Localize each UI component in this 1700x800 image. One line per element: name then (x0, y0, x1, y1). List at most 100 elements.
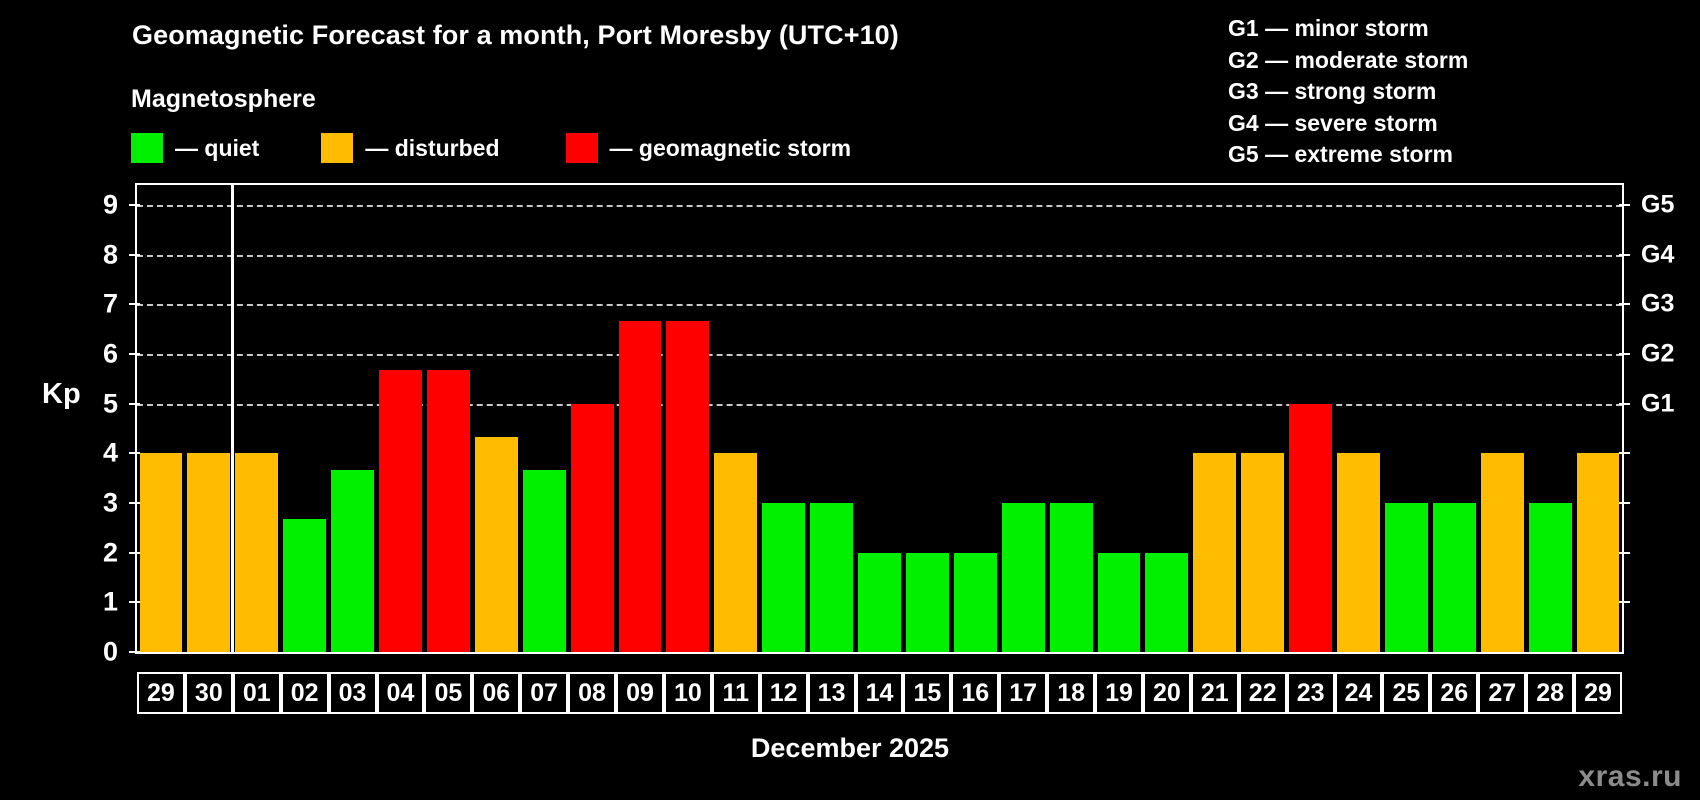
date-label-20-21[interactable]: 20 (1142, 672, 1191, 714)
date-label-06-7[interactable]: 06 (472, 672, 521, 714)
date-label-04-5[interactable]: 04 (376, 672, 425, 714)
date-label-09-10[interactable]: 09 (616, 672, 664, 714)
bar-day-07[interactable] (522, 469, 566, 652)
bar-day-03[interactable] (331, 469, 374, 652)
watermark: xras.ru (1578, 760, 1682, 793)
y-tick-label-4: 4 (102, 437, 118, 468)
bar-day-24[interactable] (1337, 453, 1380, 652)
color-legend: — quiet — disturbed — geomagnetic storm (131, 131, 851, 165)
g-legend-row-3: G3 — strong storm (1228, 78, 1437, 104)
bar-day-01[interactable] (235, 453, 279, 652)
date-label-18-19[interactable]: 18 (1047, 672, 1096, 714)
date-label-05-6[interactable]: 05 (424, 672, 473, 714)
y-tick-mark-1 (129, 601, 140, 604)
date-label-01-2[interactable]: 01 (232, 672, 281, 714)
bar-day-29[interactable] (1576, 453, 1620, 652)
bar-day-16[interactable] (953, 552, 997, 652)
date-label-29-30[interactable]: 29 (1574, 672, 1622, 714)
date-label-11-12[interactable]: 11 (711, 672, 760, 714)
bar-day-15[interactable] (905, 552, 949, 652)
gridline-kp-5 (137, 403, 1622, 406)
bar-day-08[interactable] (570, 403, 614, 652)
legend-entry-geomagneticstorm: — geomagnetic storm (565, 133, 851, 163)
date-label-15-16[interactable]: 15 (903, 672, 952, 714)
bar-day-29[interactable] (139, 453, 183, 652)
y-tick-label-2: 2 (102, 537, 118, 568)
date-label-25-26[interactable]: 25 (1382, 672, 1431, 714)
date-label-28-29[interactable]: 28 (1526, 672, 1575, 714)
bar-day-21[interactable] (1193, 453, 1237, 652)
y-tick-label-3: 3 (102, 487, 118, 518)
g-tick-label-G5: G5 (1641, 190, 1675, 219)
bar-day-19[interactable] (1097, 552, 1141, 652)
date-label-16-17[interactable]: 16 (951, 672, 1000, 714)
bar-day-02[interactable] (283, 519, 327, 652)
g-scale-legend: G1 — minor storm G2 — moderate storm G3 — … (1228, 13, 1468, 171)
legend-entry-disturbed: — disturbed (321, 133, 500, 163)
date-label-03-4[interactable]: 03 (328, 672, 377, 714)
date-label-19-20[interactable]: 19 (1095, 672, 1143, 714)
x-axis-label: December 2025 (750, 733, 950, 763)
y-tick-mark-9 (129, 203, 140, 206)
date-label-21-22[interactable]: 21 (1190, 672, 1239, 714)
bar-day-04[interactable] (379, 370, 422, 652)
bar-series (137, 185, 1622, 652)
date-label-08-9[interactable]: 08 (568, 672, 617, 714)
date-label-07-8[interactable]: 07 (520, 672, 569, 714)
bar-day-27[interactable] (1480, 453, 1524, 652)
date-label-17-18[interactable]: 17 (999, 672, 1048, 714)
date-label-02-3[interactable]: 02 (280, 672, 329, 714)
y-tick-mark-3 (129, 501, 140, 504)
y-tick-mark-7 (129, 303, 140, 306)
date-label-13-14[interactable]: 13 (807, 672, 856, 714)
disturbed-swatch (321, 133, 354, 163)
plot-area (135, 183, 1624, 654)
bar-day-05[interactable] (426, 370, 470, 652)
legend-entry-quiet: — quiet (131, 133, 259, 163)
g-tick-mark-kp-3 (1619, 501, 1630, 504)
g-legend-row-1: G1 — minor storm (1228, 15, 1429, 41)
bar-day-22[interactable] (1241, 453, 1285, 652)
g-legend-row-2: G2 — moderate storm (1228, 46, 1469, 73)
y-tick-mark-5 (129, 402, 140, 405)
date-label-14-15[interactable]: 14 (855, 672, 904, 714)
date-label-29-0[interactable]: 29 (137, 672, 185, 714)
g-tick-mark-G4 (1619, 253, 1630, 256)
bar-day-09[interactable] (618, 320, 662, 652)
y-tick-label-8: 8 (102, 239, 118, 270)
y-tick-label-5: 5 (102, 388, 118, 419)
bar-day-10[interactable] (666, 320, 710, 652)
date-label-24-25[interactable]: 24 (1334, 672, 1383, 714)
plot-inner (137, 185, 1622, 652)
bar-day-06[interactable] (474, 436, 518, 652)
date-label-30-1[interactable]: 30 (184, 672, 233, 714)
y-tick-mark-0 (129, 651, 140, 653)
gridline-kp-7 (137, 304, 1622, 307)
bar-day-13[interactable] (810, 502, 854, 652)
g-tick-mark-G5 (1619, 203, 1630, 206)
g-tick-label-G2: G2 (1641, 339, 1675, 368)
bar-day-28[interactable] (1528, 502, 1572, 652)
y-tick-mark-8 (129, 253, 140, 256)
bar-day-14[interactable] (858, 552, 901, 652)
date-label-22-23[interactable]: 22 (1238, 672, 1287, 714)
y-tick-label-9: 9 (102, 189, 118, 220)
bar-day-23[interactable] (1289, 403, 1333, 652)
bar-day-12[interactable] (762, 502, 806, 652)
date-label-12-13[interactable]: 12 (759, 672, 808, 714)
bar-day-11[interactable] (714, 453, 758, 652)
date-label-10-11[interactable]: 10 (663, 672, 712, 714)
y-tick-mark-4 (129, 452, 140, 455)
bar-day-18[interactable] (1049, 502, 1093, 652)
bar-day-25[interactable] (1384, 502, 1428, 652)
bar-day-20[interactable] (1145, 552, 1189, 652)
bar-day-26[interactable] (1432, 502, 1476, 652)
date-label-26-27[interactable]: 26 (1430, 672, 1479, 714)
date-label-23-24[interactable]: 23 (1286, 672, 1335, 714)
bar-day-17[interactable] (1001, 502, 1045, 652)
legend-label: — disturbed (365, 134, 500, 161)
gridline-kp-9 (137, 204, 1622, 207)
bar-day-30[interactable] (187, 453, 231, 652)
g-tick-mark-kp-2 (1619, 551, 1630, 554)
date-label-27-28[interactable]: 27 (1478, 672, 1527, 714)
